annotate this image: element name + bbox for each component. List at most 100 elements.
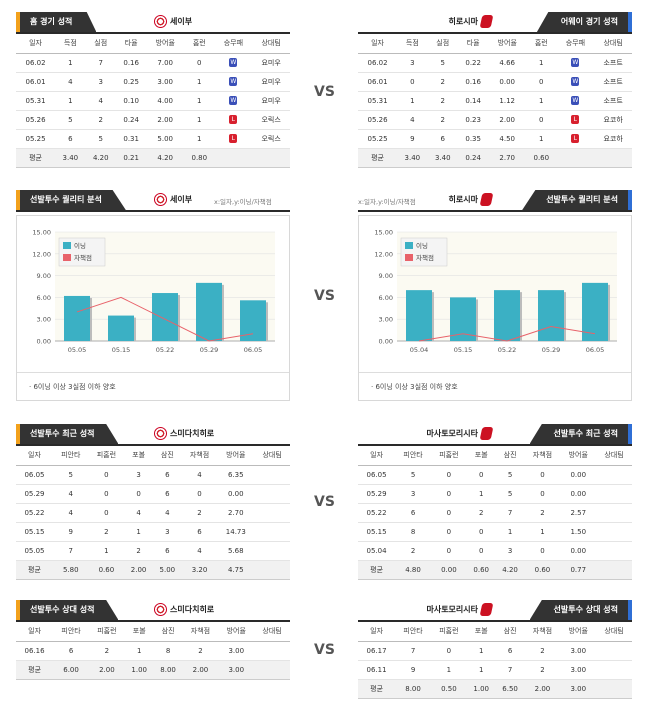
table-cell: 1 (526, 91, 557, 111)
average-row: 평균 3.40 4.20 0.21 4.20 0.80 (16, 148, 290, 168)
table-cell: 5.00 (146, 129, 185, 149)
table-cell: 6 (427, 129, 458, 149)
home-pitcher-vs-table: 일자 피안타 피홈런 포볼 삼진 자책점 방어율 상대팀 06.16 6 2 1 8 2 3.00 평균 6.0… (16, 622, 290, 680)
y-tick-label: 9.00 (379, 272, 393, 280)
table-cell: 05.31 (16, 91, 56, 111)
table-cell: 05.04 (358, 541, 396, 561)
bar (450, 297, 476, 341)
average-cell (556, 148, 595, 168)
home-recent-header: 홈 경기 성적 세이부 (16, 12, 290, 34)
table-row: 05.22 6 0 2 7 2 2.57 (358, 503, 632, 523)
average-cell: 0.21 (115, 148, 147, 168)
average-cell: 6.00 (53, 660, 89, 680)
loss-badge-icon: L (571, 115, 580, 124)
home-quality-footnote: · 6이닝 이상 3실점 이하 양호 (17, 372, 289, 400)
y-tick-label: 6.00 (37, 294, 51, 302)
y-tick-label: 6.00 (379, 294, 393, 302)
table-cell: 05.26 (16, 110, 56, 130)
table-cell: 5.68 (217, 541, 255, 561)
x-tick-label: 05.05 (68, 346, 87, 354)
legend-swatch-er (63, 254, 71, 261)
table-cell: 3.00 (560, 660, 597, 680)
table-cell: 1 (466, 660, 496, 680)
axis-note: x:일자,y:이닝/자책점 (214, 198, 272, 206)
table-cell: 8 (395, 522, 431, 542)
table-cell: 6 (152, 484, 182, 504)
table-cell: 2 (182, 641, 219, 661)
average-row: 평균 5.80 0.60 2.00 5.00 3.20 4.75 (16, 560, 290, 580)
table-cell: 4 (124, 503, 153, 523)
average-cell: 1.00 (466, 679, 496, 699)
table-cell: 2 (427, 72, 458, 92)
table-cell: 1.12 (488, 91, 527, 111)
table-cell: 4 (85, 91, 116, 111)
table-cell: 2 (181, 503, 218, 523)
table-cell: 05.31 (358, 91, 398, 111)
column-header: 자책점 (182, 622, 219, 642)
table-row: 05.26 5 2 0.24 2.00 1 L 오릭스 (16, 110, 290, 130)
table-cell: 4.00 (146, 91, 185, 111)
table-row: 06.05 5 0 0 5 0 0.00 (358, 465, 632, 485)
vs-label-2: VS (314, 288, 335, 304)
table-row: 05.31 1 2 0.14 1.12 1 W 소프트 (358, 91, 632, 111)
table-cell: 05.05 (16, 541, 53, 561)
win-badge-icon: W (571, 96, 580, 105)
table-cell: 0.22 (457, 53, 489, 73)
table-cell: 06.02 (358, 53, 398, 73)
table-cell: 2 (524, 660, 561, 680)
table-row: 05.05 7 1 2 6 4 5.68 (16, 541, 290, 561)
home-quality-team: 세이부 (154, 193, 192, 206)
average-cell (214, 148, 253, 168)
hiroshima-logo-icon (479, 603, 494, 616)
home-pitcher-vs-title: 선발투수 상대 성적 (16, 600, 119, 620)
table-row: 05.29 3 0 1 5 0 0.00 (358, 484, 632, 504)
home-pitcher-recent-header: 선발투수 최근 성적 스미다치히로 (16, 424, 290, 446)
home-recent-table: 일자 득점 실점 타율 방어율 홈런 승무패 상대팀 06.02 1 7 0.16 7.00 0 W 요미우 0… (16, 34, 290, 168)
column-header: 포볼 (466, 622, 496, 642)
hiroshima-logo-icon (479, 193, 494, 206)
average-cell: 2.70 (488, 148, 527, 168)
table-cell: 요미우 (252, 53, 290, 73)
table-cell: 7 (495, 503, 525, 523)
table-cell: 1 (397, 91, 428, 111)
average-cell: 3.00 (560, 679, 597, 699)
home-team: 세이부 (154, 15, 192, 28)
average-row: 평균 6.00 2.00 1.00 8.00 2.00 3.00 (16, 660, 290, 680)
table-cell: 2.00 (146, 110, 185, 130)
table-cell: 0 (524, 484, 561, 504)
column-header: 승무패 (556, 34, 595, 54)
column-header: 삼진 (495, 622, 525, 642)
y-tick-label: 15.00 (374, 229, 393, 237)
table-cell: 1.50 (560, 522, 597, 542)
column-header: 피홈런 (430, 622, 467, 642)
home-recent-panel: 홈 경기 성적 세이부 일자 득점 실점 타율 방어율 홈런 승무패 상대팀 06.02 1 7 0.… (16, 12, 290, 168)
table-cell: 6 (181, 522, 218, 542)
away-pitcher-recent-header: 마사토모리시타 선발투수 최근 성적 (358, 424, 632, 446)
away-pitcher-recent-panel: 마사토모리시타 선발투수 최근 성적 일자 피안타 피홈런 포볼 삼진 자책점 방어율 상대팀… (358, 424, 632, 580)
table-header-row: 일자 피안타 피홈런 포볼 삼진 자책점 방어율 상대팀 (358, 446, 632, 466)
average-cell: 3.00 (218, 660, 255, 680)
x-tick-label: 05.15 (454, 346, 473, 354)
table-cell (596, 465, 632, 485)
average-cell (596, 560, 632, 580)
result-cell: W (556, 53, 595, 73)
table-cell: 요미우 (252, 72, 290, 92)
column-header: 방어율 (146, 34, 185, 54)
table-cell: 소프트 (594, 72, 632, 92)
x-tick-label: 05.22 (156, 346, 175, 354)
table-cell: 0 (88, 503, 125, 523)
table-header-row: 일자 피안타 피홈런 포볼 삼진 자책점 방어율 상대팀 (358, 622, 632, 642)
table-cell: 5 (52, 465, 89, 485)
away-recent-panel: 히로시마 어웨이 경기 성적 일자 득점 실점 타율 방어율 홈런 승무패 상대팀 06.02 3… (358, 12, 632, 168)
table-cell: 7 (85, 53, 116, 73)
legend-swatch-er (405, 254, 413, 261)
column-header: 일자 (16, 622, 54, 642)
home-pitcher-recent-panel: 선발투수 최근 성적 스미다치히로 일자 피안타 피홈런 포볼 삼진 자책점 방어율 상대팀 0… (16, 424, 290, 580)
table-cell: 06.02 (16, 53, 56, 73)
seibu-logo-icon (154, 603, 167, 616)
average-cell: 0.60 (466, 560, 496, 580)
column-header: 포볼 (466, 446, 496, 466)
table-row: 06.17 7 0 1 6 2 3.00 (358, 641, 632, 661)
table-cell: 2 (524, 503, 561, 523)
